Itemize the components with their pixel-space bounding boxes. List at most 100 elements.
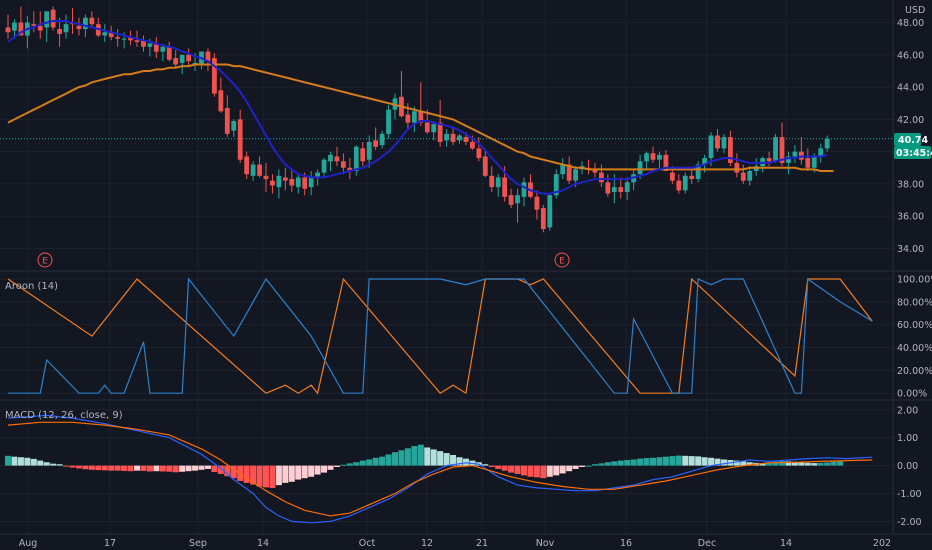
candle-body <box>83 17 88 30</box>
candle-body <box>411 111 417 123</box>
candle-body <box>121 38 127 40</box>
macd-histogram-bar <box>798 462 805 466</box>
macd-histogram-bar <box>37 460 44 466</box>
candle-body <box>5 27 11 33</box>
macd-histogram-bar <box>488 465 495 467</box>
macd-histogram-bar <box>56 464 63 466</box>
macd-histogram-bar <box>630 459 637 466</box>
macd-histogram-bar <box>24 457 31 466</box>
candle-body <box>521 182 527 197</box>
time-tick-label: 16 <box>620 538 632 549</box>
macd-histogram-bar <box>521 465 527 476</box>
macd-histogram-bar <box>708 457 715 466</box>
candle-body <box>669 172 675 181</box>
candle-body <box>482 156 488 176</box>
macd-histogram-bar <box>11 456 18 466</box>
slow-moving-average <box>7 63 834 172</box>
macd-tick-label: 1.00 <box>897 433 918 444</box>
fast-moving-average <box>7 20 828 195</box>
currency-label: USD <box>905 5 925 16</box>
macd-histogram-bar <box>95 465 102 471</box>
candle-body <box>31 24 37 26</box>
macd-histogram-bar <box>656 457 663 466</box>
macd-histogram-bar <box>256 465 263 487</box>
time-tick-label: Nov <box>536 538 555 549</box>
macd-histogram-bar <box>17 457 24 466</box>
time-tick-label: Sep <box>189 538 207 549</box>
macd-histogram-bar <box>353 462 360 466</box>
candle-body <box>257 164 262 176</box>
candle-body <box>192 62 198 64</box>
macd-histogram-bar <box>217 465 224 474</box>
aroon-down-line <box>8 277 873 394</box>
price-tick-label: 46.00 <box>897 50 924 61</box>
macd-histogram-bar <box>359 460 366 466</box>
macd-indicator <box>5 414 873 524</box>
macd-histogram-bar <box>695 456 702 466</box>
macd-histogram-bar <box>69 465 76 468</box>
candle-body <box>347 167 353 171</box>
macd-histogram-bar <box>243 465 250 483</box>
time-tick-label: 21 <box>476 538 488 549</box>
macd-histogram-bar <box>804 462 811 466</box>
candle-body <box>792 151 798 157</box>
macd-histogram-bar <box>624 460 631 466</box>
candle-body <box>805 158 811 168</box>
countdown-value: 03:45:43 <box>896 148 932 159</box>
macd-histogram-bar <box>688 456 695 466</box>
macd-title[interactable]: MACD (12, 26, close, 9) <box>5 410 123 421</box>
macd-histogram-bar <box>462 458 469 466</box>
macd-histogram-bar <box>75 465 82 469</box>
macd-line <box>7 414 873 524</box>
macd-histogram-bar <box>153 465 160 472</box>
candle-body <box>508 195 514 205</box>
candle-body <box>605 182 611 194</box>
candle-body <box>379 133 385 146</box>
candle-body <box>57 29 62 34</box>
candle-body <box>302 177 308 189</box>
candle-body <box>676 180 682 191</box>
macd-histogram-bar <box>211 465 218 473</box>
macd-histogram-bar <box>166 465 173 472</box>
candle-body <box>624 182 630 192</box>
candle-body <box>457 135 462 141</box>
candle-body <box>560 164 566 175</box>
macd-histogram-bar <box>604 462 611 466</box>
macd-histogram-bar <box>204 465 211 469</box>
time-tick-label: 17 <box>104 538 116 549</box>
macd-histogram-bar <box>527 465 534 477</box>
macd-histogram-bar <box>185 465 192 472</box>
macd-histogram-bar <box>546 465 553 477</box>
candle-body <box>373 140 379 147</box>
macd-histogram-bar <box>675 455 682 466</box>
aroon-tick-label: 100.00% <box>897 274 932 285</box>
macd-histogram-bar <box>101 465 108 471</box>
candle-body <box>566 164 572 181</box>
macd-histogram-bar <box>140 465 147 471</box>
macd-histogram-bar <box>192 465 199 471</box>
macd-histogram-bar <box>50 463 57 466</box>
candle-body <box>237 119 243 160</box>
candle-body <box>824 138 830 149</box>
candle-body <box>418 111 424 123</box>
earnings-marker-1[interactable]: E <box>37 252 53 268</box>
candle-body <box>476 148 482 159</box>
macd-histogram-bar <box>295 465 302 480</box>
last-price-tag <box>894 133 921 146</box>
earnings-marker-2[interactable]: E <box>554 252 570 268</box>
macd-histogram-bar <box>514 465 521 474</box>
candle-body <box>515 195 520 204</box>
macd-histogram-bar <box>746 462 753 466</box>
candle-body <box>160 46 166 52</box>
candle-body <box>747 170 753 181</box>
candle-body <box>76 25 82 30</box>
price-tick-label: 38.00 <box>897 179 924 190</box>
candle-body <box>644 153 649 162</box>
macd-histogram-bar <box>553 465 560 476</box>
aroon-title[interactable]: Aroon (14) <box>5 281 58 292</box>
candle-body <box>766 158 772 162</box>
macd-histogram-bar <box>224 465 231 477</box>
candle-body <box>689 175 695 180</box>
macd-histogram-bar <box>559 465 566 474</box>
